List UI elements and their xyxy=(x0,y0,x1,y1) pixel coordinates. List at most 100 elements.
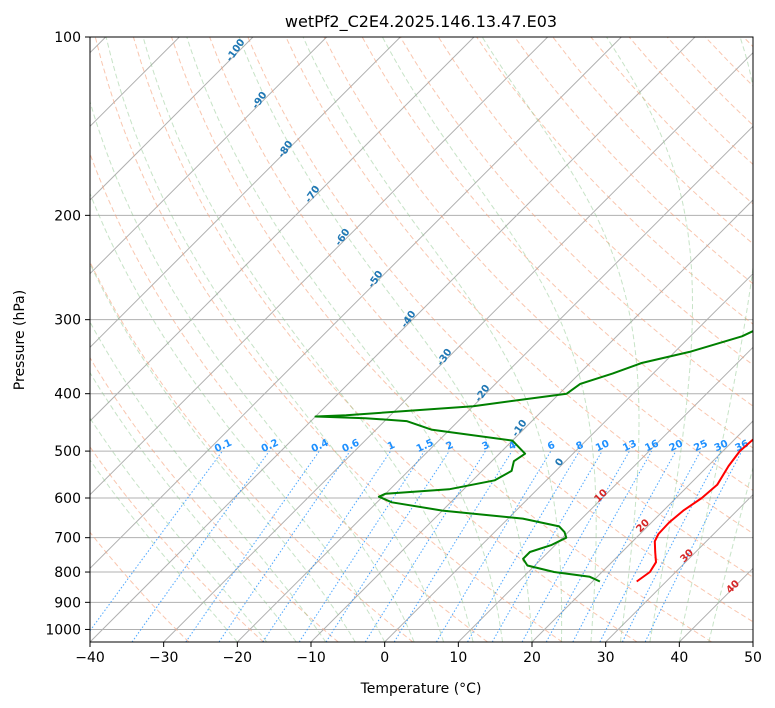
mixing-ratio-line xyxy=(364,450,486,642)
isotherm-line xyxy=(90,37,475,422)
x-tick-label: −10 xyxy=(296,650,326,666)
x-tick-label: 0 xyxy=(380,650,389,666)
mixing-ratio-line xyxy=(545,450,653,642)
moist-adiabat-line xyxy=(678,37,753,642)
mixing-ratio-label: 10 xyxy=(594,438,611,454)
moist-adiabat-line xyxy=(90,321,327,642)
dry-adiabat-line xyxy=(90,356,339,642)
x-tick-label: 10 xyxy=(449,650,467,666)
mixing-ratio-label: 36 xyxy=(733,438,750,454)
mixing-ratio-label: 3 xyxy=(481,440,492,453)
moist-adiabat-line xyxy=(105,37,445,642)
moist-adiabat-line xyxy=(90,371,297,642)
y-tick-label: 300 xyxy=(54,313,81,329)
mixing-ratio-line xyxy=(393,450,513,642)
background-lines xyxy=(90,37,753,642)
plot-frame xyxy=(89,36,754,643)
mixing-ratio-line xyxy=(599,450,701,642)
y-axis-label: Pressure (hPa) xyxy=(12,290,28,390)
y-tick-label: 700 xyxy=(54,531,81,547)
mixing-ratio-label: 13 xyxy=(621,438,638,454)
mixing-ratio-line xyxy=(90,450,223,632)
dry-adiabat-line xyxy=(90,446,264,642)
y-tick-label: 900 xyxy=(54,595,81,611)
isotherm-line xyxy=(605,493,753,642)
dewpoint-profile-line xyxy=(314,329,753,583)
moist-adiabat-line xyxy=(238,37,533,642)
moist-adiabat-line xyxy=(90,99,415,642)
dry-adiabat-line xyxy=(247,37,753,578)
moist-adiabat-line xyxy=(708,465,753,642)
mixing-ratio-label: 8 xyxy=(574,440,585,453)
moist-adiabat-line xyxy=(90,417,268,642)
isotherm-line xyxy=(90,37,622,570)
dry-adiabat-line xyxy=(132,37,638,642)
mixing-ratio-label: 25 xyxy=(692,438,709,454)
dry-adiabat-line xyxy=(94,37,563,642)
isotherm-line xyxy=(531,420,753,642)
mixing-ratio-line xyxy=(298,450,425,642)
x-tick-label: −30 xyxy=(149,650,179,666)
y-tick-label: 500 xyxy=(54,444,81,460)
dry-adiabat-line xyxy=(171,37,712,642)
dry-adiabat-line xyxy=(90,531,190,642)
x-tick-label: −40 xyxy=(75,650,105,666)
moist-adiabat-line xyxy=(302,37,563,642)
x-tick-label: 20 xyxy=(523,650,541,666)
isotherm-line xyxy=(90,37,696,642)
data-series xyxy=(314,329,753,583)
dry-adiabat-line xyxy=(285,37,753,535)
moist-adiabat-line xyxy=(481,37,640,642)
y-tick-label: 800 xyxy=(54,565,81,581)
dry-adiabat-line xyxy=(90,152,488,642)
dry-adiabat-line xyxy=(323,37,753,491)
dry-adiabat-line xyxy=(361,37,753,449)
isotherm-line xyxy=(384,272,753,642)
isotherm-line xyxy=(236,125,753,642)
y-tick-label: 400 xyxy=(54,387,81,403)
moist-adiabat-line xyxy=(381,37,597,642)
mixing-ratio-label: 20 xyxy=(668,438,685,454)
x-tick-label: 50 xyxy=(744,650,762,666)
y-tick-label: 100 xyxy=(54,30,81,46)
isotherm-line xyxy=(90,37,328,275)
mixing-ratio-line xyxy=(621,450,722,642)
mixing-ratio-label: 16 xyxy=(643,438,660,454)
mixing-ratio-line xyxy=(262,450,392,642)
mixing-ratio-line xyxy=(218,450,351,642)
moist-adiabat-line xyxy=(90,262,356,642)
mixing-ratio-line xyxy=(644,450,743,642)
mixing-ratio-label: 30 xyxy=(713,438,730,454)
mixing-ratio-line xyxy=(435,450,552,642)
isotherm-line xyxy=(90,37,254,201)
y-tick-label: 1000 xyxy=(45,622,81,638)
mixing-ratio-label: 1 xyxy=(386,440,397,453)
mixing-ratio-label: 6 xyxy=(546,440,557,453)
x-axis-label: Temperature (°C) xyxy=(360,681,482,697)
temperature-profile-line xyxy=(636,438,753,583)
x-tick-label: 30 xyxy=(597,650,615,666)
mixing-ratio-label: 4 xyxy=(507,440,518,453)
y-tick-label: 600 xyxy=(54,491,81,507)
moist-adiabat-line xyxy=(606,37,693,642)
isotherm-line xyxy=(90,37,549,496)
mixing-ratio-line xyxy=(325,450,450,642)
chart-title: wetPf2_C2E4.2025.146.13.47.E03 xyxy=(285,12,557,32)
mixing-ratio-line xyxy=(185,450,320,642)
moist-adiabat-line xyxy=(90,192,386,642)
x-tick-label: −20 xyxy=(223,650,253,666)
dry-adiabat-line xyxy=(399,37,753,407)
moist-adiabat-line xyxy=(142,37,474,642)
dry-adiabat-line xyxy=(514,37,753,285)
x-tick-label: 40 xyxy=(670,650,688,666)
dry-adiabat-line xyxy=(209,37,753,623)
y-tick-label: 200 xyxy=(54,208,81,224)
mixing-ratio-line xyxy=(521,450,630,642)
mixing-ratio-line xyxy=(131,450,270,642)
moist-adiabat-line xyxy=(90,459,238,642)
isotherm-line xyxy=(163,51,753,642)
y-axis: 100 200 300 400 500 600 700 800 900 1000 xyxy=(45,30,90,638)
dry-adiabat-line xyxy=(437,37,753,366)
x-axis: −40 −30 −20 −10 0 10 20 30 40 50 xyxy=(75,642,762,666)
